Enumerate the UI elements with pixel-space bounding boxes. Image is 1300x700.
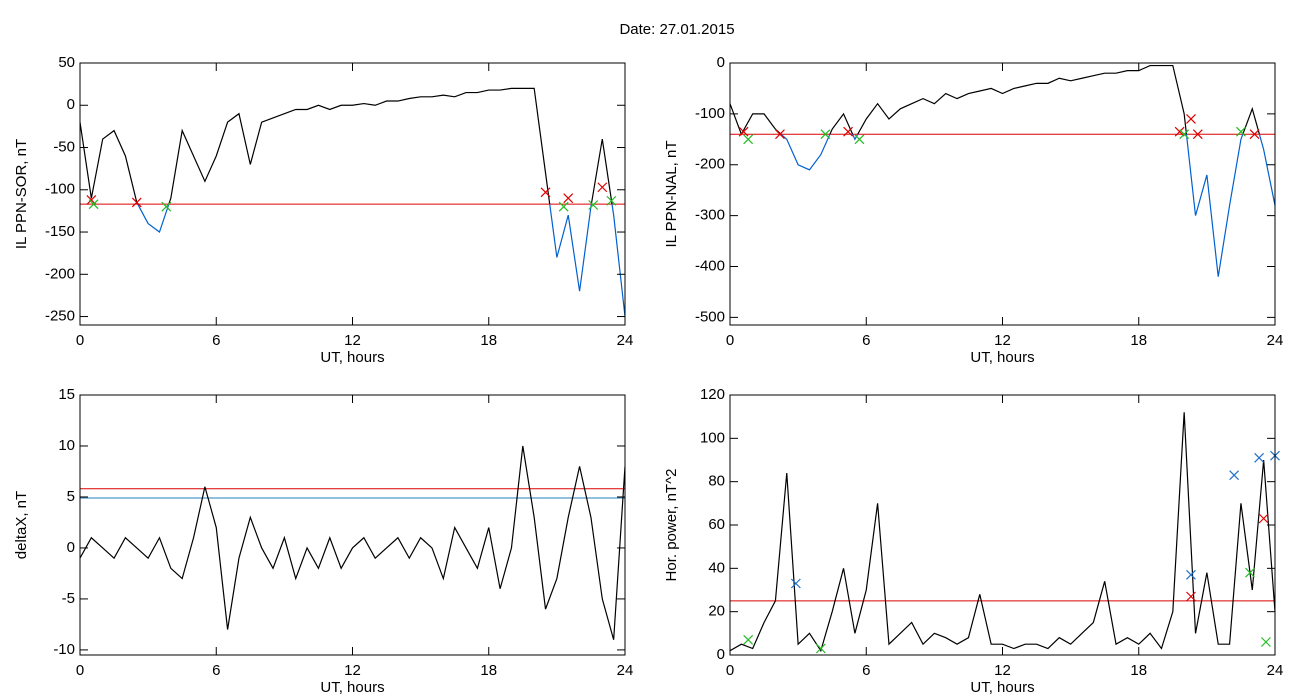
x-tick-label: 18 bbox=[480, 662, 497, 679]
x-tick-label: 0 bbox=[76, 662, 84, 679]
y-tick-label: -300 bbox=[695, 207, 725, 224]
y-axis-label: Hor. power, nT^2 bbox=[663, 469, 680, 582]
y-tick-label: 0 bbox=[67, 96, 75, 113]
marker bbox=[1192, 129, 1203, 140]
marker bbox=[588, 200, 599, 210]
x-tick-label: 0 bbox=[76, 332, 84, 349]
data-line bbox=[730, 412, 1275, 653]
marker bbox=[606, 195, 617, 206]
y-tick-label: -200 bbox=[45, 265, 75, 282]
y-tick-label: -150 bbox=[45, 223, 75, 240]
marker bbox=[563, 193, 574, 204]
marker bbox=[738, 126, 749, 137]
x-tick-label: 18 bbox=[1130, 332, 1147, 349]
x-tick-label: 12 bbox=[344, 662, 361, 679]
x-tick-label: 18 bbox=[1130, 662, 1147, 679]
x-tick-label: 6 bbox=[862, 332, 870, 349]
y-tick-label: 20 bbox=[708, 603, 725, 620]
marker bbox=[161, 201, 172, 212]
y-tick-label: -5 bbox=[62, 590, 75, 607]
figure-title: Date: 27.01.2015 bbox=[619, 21, 734, 38]
marker bbox=[815, 643, 826, 654]
marker bbox=[1229, 470, 1240, 481]
y-tick-label: 40 bbox=[708, 559, 725, 576]
y-tick-label: 80 bbox=[708, 473, 725, 490]
marker bbox=[1254, 452, 1265, 463]
x-tick-label: 24 bbox=[617, 662, 634, 679]
y-tick-label: 50 bbox=[58, 54, 75, 71]
y-tick-label: 15 bbox=[58, 386, 75, 403]
marker bbox=[743, 634, 754, 645]
marker bbox=[843, 126, 854, 137]
x-tick-label: 0 bbox=[726, 662, 734, 679]
marker bbox=[1260, 637, 1271, 647]
marker bbox=[775, 129, 785, 140]
marker bbox=[1245, 567, 1255, 578]
x-tick-label: 24 bbox=[1267, 662, 1284, 679]
x-tick-label: 6 bbox=[212, 662, 220, 679]
y-tick-label: 0 bbox=[717, 646, 725, 663]
y-tick-label: -50 bbox=[53, 138, 75, 155]
marker bbox=[540, 187, 551, 198]
marker bbox=[1186, 114, 1196, 124]
y-tick-label: 120 bbox=[700, 386, 725, 403]
marker bbox=[790, 578, 801, 589]
marker bbox=[1249, 129, 1260, 140]
x-tick-label: 6 bbox=[212, 332, 220, 349]
y-tick-label: -100 bbox=[695, 105, 725, 122]
y-axis-label: deltaX, nT bbox=[13, 491, 30, 559]
marker bbox=[1179, 129, 1190, 140]
y-tick-label: -10 bbox=[53, 641, 75, 658]
marker bbox=[1174, 126, 1185, 137]
x-tick-label: 6 bbox=[862, 662, 870, 679]
x-axis-label: UT, hours bbox=[970, 349, 1034, 366]
y-tick-label: 60 bbox=[708, 516, 725, 533]
x-tick-label: 0 bbox=[726, 332, 734, 349]
marker bbox=[1258, 513, 1269, 524]
y-tick-label: -500 bbox=[695, 308, 725, 325]
y-tick-label: -250 bbox=[45, 308, 75, 325]
x-tick-label: 12 bbox=[994, 332, 1011, 349]
marker bbox=[1186, 569, 1196, 580]
y-tick-label: -100 bbox=[45, 181, 75, 198]
y-tick-label: 0 bbox=[717, 54, 725, 71]
y-axis-label: IL PPN-NAL, nT bbox=[663, 141, 680, 248]
y-tick-label: 100 bbox=[700, 429, 725, 446]
marker bbox=[820, 129, 831, 140]
x-tick-label: 18 bbox=[480, 332, 497, 349]
y-tick-label: -200 bbox=[695, 156, 725, 173]
y-tick-label: 5 bbox=[67, 488, 75, 505]
x-axis-label: UT, hours bbox=[320, 679, 384, 696]
marker bbox=[88, 199, 99, 210]
marker bbox=[1236, 126, 1246, 137]
y-axis-label: IL PPN-SOR, nT bbox=[13, 139, 30, 249]
data-line bbox=[80, 87, 625, 317]
y-tick-label: 10 bbox=[58, 437, 75, 454]
marker bbox=[743, 134, 754, 145]
marker bbox=[558, 201, 569, 212]
x-axis-label: UT, hours bbox=[320, 349, 384, 366]
x-tick-label: 24 bbox=[1267, 332, 1284, 349]
x-tick-label: 24 bbox=[617, 332, 634, 349]
marker bbox=[131, 197, 142, 208]
y-tick-label: 0 bbox=[67, 539, 75, 556]
y-tick-label: -400 bbox=[695, 257, 725, 274]
data-line bbox=[730, 64, 1275, 277]
marker bbox=[1186, 591, 1196, 602]
data-line bbox=[80, 445, 625, 640]
marker bbox=[597, 182, 608, 193]
marker bbox=[854, 134, 865, 145]
x-tick-label: 12 bbox=[994, 662, 1011, 679]
x-axis-label: UT, hours bbox=[970, 679, 1034, 696]
x-tick-label: 12 bbox=[344, 332, 361, 349]
